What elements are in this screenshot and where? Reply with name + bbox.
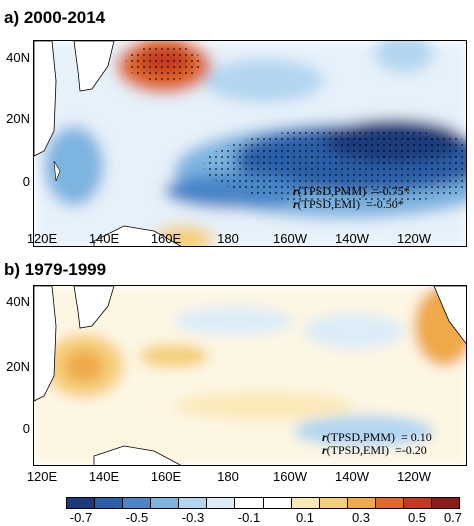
colorbar-tick: -0.3 [181, 510, 205, 525]
panel-a-xtick-160e: 160E [150, 231, 182, 246]
colorbar-tick: -0.7 [69, 510, 93, 525]
colorbar-tick: 0.1 [295, 510, 315, 525]
panel-b-xtick-140e: 140E [88, 469, 120, 484]
panel-a-xtick-120w: 120W [397, 231, 431, 246]
panel-a-xtick-140e: 140E [88, 231, 120, 246]
panel-a-corr: r(TPSD,PMM) =-0.75* r(TPSD,EMI) =-0.50* [293, 185, 410, 211]
colorbar-swatch [235, 498, 264, 508]
panel-a-ytick-20n: 20N [6, 111, 30, 126]
colorbar-swatch [375, 498, 404, 508]
panel-b-ytick-40n: 40N [6, 294, 30, 309]
panel-b-title: b) 1979-1999 [4, 260, 107, 279]
panel-a-corr-row-2: r(TPSD,EMI) =-0.50* [293, 197, 404, 211]
panel-a-corr-row-1: r(TPSD,PMM) =-0.75* [293, 184, 410, 198]
colorbar-tick: 0.7 [443, 510, 463, 525]
colorbar-swatch [95, 498, 124, 508]
colorbar-swatch [319, 498, 348, 508]
panel-b-xtick-160e: 160E [150, 469, 182, 484]
panel-a-xtick-180: 180 [217, 231, 239, 246]
panel-a-map [33, 40, 467, 247]
colorbar [66, 497, 460, 509]
panel-b-corr-row-2: r(TPSD,EMI) =-0.20 [322, 443, 427, 457]
colorbar-swatch [67, 498, 96, 508]
panel-b-xtick-140w: 140W [335, 469, 369, 484]
panel-b-xtick-120w: 120W [397, 469, 431, 484]
panel-b-ytick-20n: 20N [6, 359, 30, 374]
colorbar-swatch [291, 498, 320, 508]
panel-a-title: a) 2000-2014 [4, 8, 106, 27]
colorbar-tick: 0.3 [351, 510, 371, 525]
colorbar-swatch [347, 498, 376, 508]
colorbar-swatch [403, 498, 433, 508]
colorbar-swatch [263, 498, 292, 508]
colorbar-swatch [151, 498, 180, 508]
panel-b-corr: r(TPSD,PMM) = 0.10 r(TPSD,EMI) =-0.20 [322, 431, 432, 457]
colorbar-tick: -0.1 [237, 510, 261, 525]
panel-a-xtick-140w: 140W [335, 231, 369, 246]
panel-b-corr-row-1: r(TPSD,PMM) = 0.10 [322, 430, 432, 444]
colorbar-swatch [207, 498, 236, 508]
panel-a-ytick-0: 0 [22, 174, 30, 189]
panel-a-ytick-40n: 40N [6, 50, 30, 65]
colorbar-swatch [432, 498, 460, 508]
panel-b-xtick-160w: 160W [273, 469, 307, 484]
colorbar-swatch [123, 498, 152, 508]
panel-a-xtick-160w: 160W [273, 231, 307, 246]
panel-b-ytick-0: 0 [22, 421, 30, 436]
colorbar-swatch [179, 498, 208, 508]
panel-b-xtick-180: 180 [217, 469, 239, 484]
colorbar-tick: -0.5 [125, 510, 149, 525]
panel-b-xtick-120e: 120E [26, 469, 58, 484]
panel-b-map [33, 285, 467, 466]
colorbar-tick: 0.5 [407, 510, 427, 525]
panel-a-xtick-120e: 120E [26, 231, 58, 246]
